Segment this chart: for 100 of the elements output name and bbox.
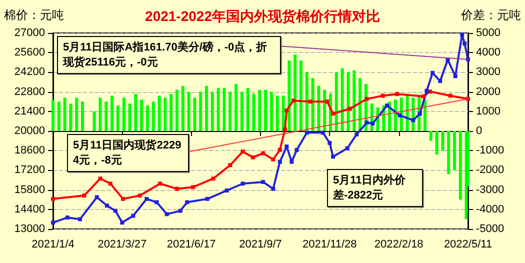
point — [308, 100, 312, 104]
bar — [98, 98, 102, 131]
bar — [187, 92, 190, 131]
bar — [57, 102, 60, 131]
y2-tick-label: 2000 — [476, 86, 500, 98]
y-tick-label: 27000 — [14, 27, 45, 39]
bar — [140, 100, 144, 131]
annotation: 5月11日国际A指161.70美分/磅，-0点，折现货25116元，-0元 — [62, 40, 268, 68]
bar — [258, 90, 262, 131]
point — [144, 196, 149, 201]
y-tick-label: 22800 — [14, 86, 45, 98]
point — [164, 212, 169, 216]
bar — [423, 100, 426, 131]
y-tick-label: 25600 — [14, 46, 45, 59]
bar — [52, 100, 54, 131]
annotation: 5月11日国内现货22294元，-8元 — [73, 138, 182, 166]
y2-tick-label: 1000 — [476, 105, 500, 118]
point — [453, 74, 458, 78]
point — [240, 150, 245, 154]
point — [178, 208, 182, 213]
point — [282, 127, 287, 132]
bar — [234, 84, 238, 131]
point — [290, 160, 294, 164]
y-tick-label: 24200 — [14, 66, 45, 78]
point — [158, 182, 162, 186]
point — [364, 96, 369, 101]
y-tick-label: 17200 — [14, 164, 45, 176]
point — [65, 216, 70, 220]
point — [411, 118, 416, 122]
point — [460, 32, 464, 37]
bar — [81, 102, 84, 131]
y-axis-title: 棉价：元吨 — [4, 8, 64, 22]
point — [240, 182, 245, 186]
bar — [252, 94, 256, 131]
bar — [240, 92, 244, 131]
bar — [429, 131, 432, 141]
y-tick-label: 21400 — [14, 105, 45, 118]
point — [261, 151, 266, 156]
bar — [264, 90, 268, 131]
chart-title: 2021-2022年国内外现货棉价行情对比 — [145, 8, 380, 24]
y-tick-label: 18600 — [14, 144, 45, 157]
point — [51, 196, 55, 201]
point — [108, 182, 112, 186]
y2-tick-label: 4000 — [476, 46, 500, 59]
point — [113, 208, 118, 213]
point — [250, 155, 255, 160]
point — [205, 196, 210, 201]
point — [278, 160, 282, 164]
bar — [276, 96, 279, 131]
bar — [299, 60, 302, 131]
bar — [323, 90, 326, 131]
point — [94, 195, 99, 200]
point — [462, 42, 467, 46]
y2-tick-label: -1000 — [476, 144, 504, 157]
point — [278, 148, 282, 152]
point — [395, 92, 400, 96]
point — [271, 157, 276, 162]
point — [224, 188, 229, 192]
bar — [158, 96, 161, 131]
y2-tick-label: -3000 — [476, 184, 504, 196]
bar — [406, 96, 409, 131]
x-tick-label: 2021/9/7 — [239, 238, 282, 250]
bar — [458, 131, 462, 200]
y-tick-label: 14400 — [14, 203, 45, 216]
point — [291, 98, 296, 103]
point — [82, 194, 86, 198]
bar — [110, 96, 114, 131]
bar — [134, 94, 138, 131]
y2-tick-label: 0 — [476, 125, 482, 137]
point — [261, 180, 266, 184]
y-tick-label: 13000 — [14, 223, 45, 235]
bar — [352, 70, 356, 131]
bar — [170, 94, 173, 131]
x-tick-label: 2021/3/27 — [98, 238, 147, 250]
x-tick-label: 2022/5/11 — [444, 238, 492, 250]
bar — [181, 86, 184, 131]
point — [211, 176, 216, 181]
point — [364, 120, 369, 125]
bar — [175, 90, 178, 131]
point — [138, 194, 142, 198]
point — [385, 104, 390, 108]
bar — [305, 72, 308, 131]
point — [131, 214, 136, 218]
x-tick-label: 2021/11/28 — [302, 238, 357, 250]
y2-axis-title: 价差：元吨 — [460, 8, 521, 22]
bar — [334, 72, 338, 131]
y2-tick-label: -4000 — [476, 203, 504, 216]
bar — [317, 86, 320, 131]
bar — [288, 60, 291, 131]
bar — [394, 100, 397, 131]
bar — [146, 106, 149, 131]
y-tick-label: 20000 — [14, 125, 45, 137]
bar — [122, 98, 126, 131]
point — [354, 132, 359, 136]
point — [398, 113, 402, 118]
bar — [294, 54, 297, 131]
point — [438, 79, 442, 84]
y2-tick-label: 3000 — [476, 66, 500, 78]
bar — [75, 98, 78, 131]
bar — [311, 78, 314, 131]
